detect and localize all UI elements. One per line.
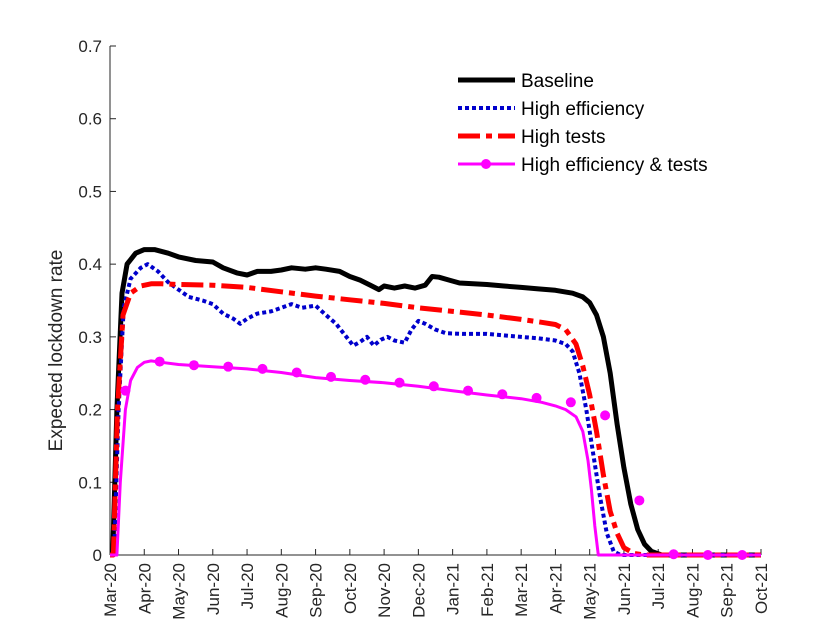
x-tick-label: Jan-21 bbox=[444, 563, 463, 615]
legend-label-high-efficiency-and-tests: High efficiency & tests bbox=[521, 155, 708, 176]
x-tick-label: Apr-21 bbox=[546, 563, 565, 614]
x-tick-label: Mar-20 bbox=[101, 563, 120, 617]
series-line-baseline bbox=[110, 247, 761, 558]
x-tick-label: May-20 bbox=[170, 563, 189, 620]
x-tick-label: Sep-21 bbox=[718, 563, 737, 618]
series-group bbox=[110, 247, 761, 560]
y-axis-title: Expected lockdown rate bbox=[46, 250, 67, 452]
y-tick-label: 0.3 bbox=[78, 328, 102, 347]
series-marker bbox=[702, 550, 713, 560]
axes bbox=[109, 46, 761, 556]
y-tick-label: 0.6 bbox=[78, 110, 102, 129]
x-tick-label: Sep-20 bbox=[307, 563, 326, 618]
series-marker bbox=[188, 360, 199, 371]
x-tick-label: Oct-21 bbox=[752, 563, 771, 614]
series-marker bbox=[257, 363, 268, 374]
x-tick-label: Oct-20 bbox=[341, 563, 360, 614]
legend-label-high-tests: High tests bbox=[521, 127, 605, 148]
series-marker bbox=[565, 397, 576, 408]
x-tick-label: Aug-21 bbox=[683, 563, 702, 618]
x-tick-label: Jul-20 bbox=[238, 563, 257, 609]
series-marker bbox=[120, 385, 131, 396]
series-marker bbox=[737, 550, 748, 560]
x-tick-label: Nov-20 bbox=[375, 563, 394, 618]
x-tick-label: Aug-20 bbox=[272, 563, 291, 618]
series-marker bbox=[497, 389, 508, 400]
series-marker bbox=[668, 549, 679, 560]
x-tick-label: Apr-20 bbox=[135, 563, 154, 614]
legend-marker bbox=[481, 159, 491, 169]
x-tick-label: Dec-20 bbox=[409, 563, 428, 618]
series-marker bbox=[223, 361, 234, 372]
x-tick-label: Mar-21 bbox=[512, 563, 531, 617]
y-tick-label: 0.1 bbox=[78, 473, 102, 492]
x-axis-ticks: Mar-20 Apr-20 May-20 Jun-20 Jul-20 Aug-20 Sep-… bbox=[101, 549, 771, 620]
series-marker bbox=[600, 410, 611, 421]
series-marker bbox=[325, 371, 336, 382]
series-marker bbox=[154, 356, 165, 367]
series-marker bbox=[531, 392, 542, 403]
y-tick-label: 0.5 bbox=[78, 182, 102, 201]
y-tick-label: 0 bbox=[93, 546, 102, 565]
series-line-high-efficiency bbox=[110, 262, 761, 557]
series-marker bbox=[291, 367, 302, 378]
x-tick-label: May-21 bbox=[581, 563, 600, 620]
y-tick-label: 0.2 bbox=[78, 401, 102, 420]
x-tick-label: Feb-21 bbox=[478, 563, 497, 617]
series-marker bbox=[428, 381, 439, 392]
legend: Baseline High efficiency High tests High ef… bbox=[458, 71, 708, 176]
y-tick-label: 0.7 bbox=[78, 37, 102, 56]
legend-label-high-efficiency: High efficiency bbox=[521, 99, 645, 120]
y-axis-ticks: 0 0.1 0.2 0.3 0.4 0.5 0.6 0.7 bbox=[78, 37, 116, 565]
legend-label-baseline: Baseline bbox=[521, 71, 594, 92]
x-tick-label: Jul-21 bbox=[649, 563, 668, 609]
x-tick-label: Jun-20 bbox=[204, 563, 223, 615]
y-tick-label: 0.4 bbox=[78, 255, 102, 274]
series-line-high-tests bbox=[110, 281, 761, 558]
x-tick-label: Jun-21 bbox=[615, 563, 634, 615]
series-marker bbox=[394, 377, 405, 388]
series-marker bbox=[360, 374, 371, 385]
series-marker bbox=[634, 495, 645, 506]
series-marker bbox=[463, 385, 474, 396]
